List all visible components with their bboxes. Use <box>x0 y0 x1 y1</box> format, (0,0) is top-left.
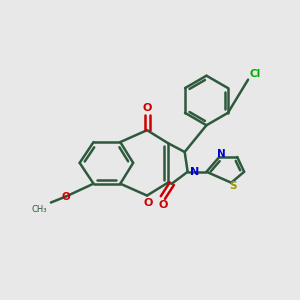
Text: N: N <box>190 167 199 177</box>
Text: Cl: Cl <box>249 69 260 79</box>
Text: O: O <box>158 200 168 209</box>
Text: O: O <box>143 198 153 208</box>
Text: O: O <box>61 192 70 202</box>
Text: N: N <box>217 149 226 159</box>
Text: CH₃: CH₃ <box>32 206 47 214</box>
Text: S: S <box>230 181 237 191</box>
Text: O: O <box>142 103 152 113</box>
